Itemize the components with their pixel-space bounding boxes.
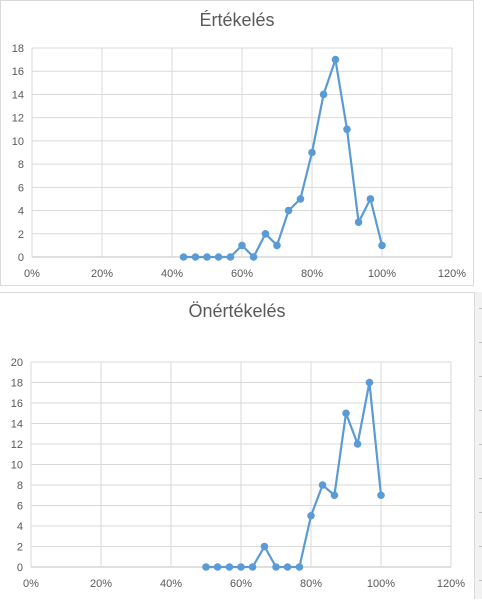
y-tick-label: 14 [12, 89, 24, 101]
x-tick-label: 120% [438, 268, 466, 280]
data-point [261, 229, 270, 238]
chart-onertekeles: Önértékelés 0 2 4 6 8 10 12 14 16 18 20 0% 20% 40% 60%… [0, 292, 474, 599]
y-tick-label: 6 [18, 182, 24, 194]
y-tick-label: 6 [17, 501, 23, 513]
x-tick-label: 40% [160, 578, 182, 590]
data-point [248, 563, 257, 571]
y-tick-label: 16 [11, 398, 23, 410]
y-tick-label: 10 [11, 460, 23, 472]
x-tick-label: 80% [301, 268, 323, 280]
data-point [238, 241, 246, 250]
plot-area: 0 2 4 6 8 10 12 14 16 18 0% 20% 40% 60% 80% 100% 120% [12, 43, 467, 280]
y-tick-label: 16 [12, 66, 24, 78]
x-tick-label: 120% [437, 578, 465, 590]
data-point [365, 378, 374, 387]
data-point [284, 206, 293, 215]
data-point [249, 253, 258, 261]
edge-tick [479, 410, 482, 411]
x-tick-label: 100% [367, 578, 395, 590]
x-tick-label: 100% [368, 268, 396, 280]
data-point [226, 253, 235, 261]
data-point [331, 55, 340, 64]
x-tick-label: 0% [23, 578, 39, 590]
data-point [273, 241, 281, 250]
data-point [202, 563, 210, 571]
data-point [260, 542, 269, 551]
plot-area: 0 2 4 6 8 10 12 14 16 18 20 0% 20% 40% 60% 80% 100% 120% [11, 357, 466, 590]
y-tick-label: 10 [12, 136, 24, 148]
data-point [272, 563, 280, 571]
edge-tick [479, 580, 482, 581]
x-tick-label: 0% [24, 268, 40, 280]
data-point [283, 563, 292, 571]
data-point [342, 409, 350, 418]
edge-tick [479, 512, 482, 513]
data-point [213, 563, 222, 571]
edge-tick [479, 376, 482, 377]
y-tick-label: 20 [11, 357, 23, 369]
x-tick-label: 20% [90, 578, 112, 590]
y-tick-label: 2 [17, 542, 23, 554]
data-point [179, 253, 188, 261]
y-tick-label: 2 [18, 229, 24, 241]
y-tick-label: 8 [17, 480, 23, 492]
data-point [225, 563, 234, 571]
edge-tick [479, 444, 482, 445]
data-point [308, 148, 316, 157]
data-point [353, 440, 362, 448]
data-point [307, 511, 315, 520]
y-tick-label: 12 [11, 439, 23, 451]
edge-tick [479, 546, 482, 547]
x-tick-label: 20% [91, 268, 113, 280]
data-point [366, 195, 375, 203]
data-point [237, 563, 245, 571]
data-point [377, 491, 385, 500]
y-tick-label: 0 [17, 562, 23, 574]
series-line [183, 58, 384, 259]
x-tick-label: 40% [161, 268, 183, 280]
y-tick-label: 8 [18, 159, 24, 171]
chart-ertekeles: Értékelés 0 2 4 6 8 10 12 14 16 18 0% 20% 40% 60% 80% 1… [0, 0, 474, 286]
chart-title: Önértékelés [188, 301, 286, 321]
data-point [191, 253, 200, 261]
data-point [296, 195, 305, 203]
data-point [330, 491, 339, 500]
adjacent-window-edge [474, 292, 482, 599]
x-tick-label: 80% [300, 578, 322, 590]
y-tick-label: 0 [18, 252, 24, 264]
edge-tick [479, 478, 482, 479]
data-point [203, 253, 211, 261]
y-tick-label: 18 [12, 43, 24, 55]
data-point [354, 218, 363, 226]
edge-tick [479, 342, 482, 343]
y-tick-label: 4 [17, 521, 23, 533]
data-point [318, 481, 327, 489]
y-tick-label: 4 [18, 206, 24, 218]
y-tick-label: 18 [11, 378, 23, 390]
data-point [343, 125, 351, 134]
data-point [214, 253, 223, 261]
series-line [206, 381, 383, 569]
data-point [319, 90, 328, 99]
chart-title: Értékelés [199, 10, 275, 30]
y-tick-label: 14 [11, 419, 23, 431]
x-tick-label: 60% [231, 268, 253, 280]
edge-tick [479, 308, 482, 309]
data-point [295, 563, 304, 571]
x-tick-label: 60% [230, 578, 252, 590]
data-point [378, 241, 386, 250]
y-tick-label: 12 [12, 113, 24, 125]
